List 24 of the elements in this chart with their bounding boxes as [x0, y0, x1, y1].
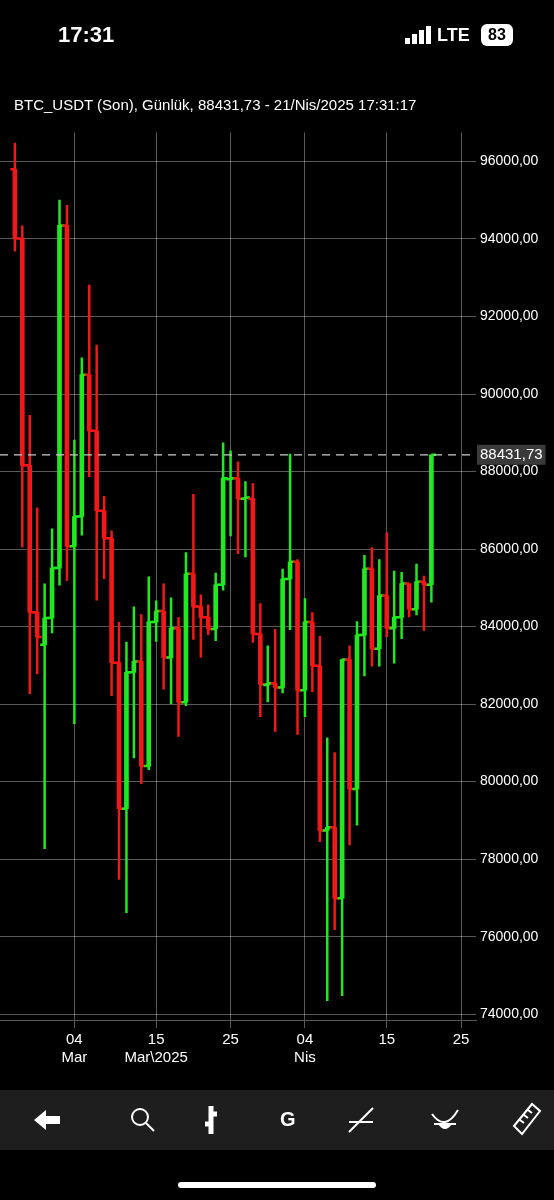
y-tick-label: 76000,00	[480, 927, 539, 944]
y-tick-label: 84000,00	[480, 617, 539, 634]
y-tick-label: 88000,00	[480, 462, 539, 479]
y-tick-label: 78000,00	[480, 850, 539, 867]
x-tick-label: 04 Nis	[294, 1030, 316, 1066]
chart-title: BTC_USDT (Son), Günlük, 88431,73 - 21/Nis/2025 17:31:17	[14, 96, 417, 113]
ref-line-label: 88431,73	[480, 444, 543, 462]
text: LTE	[437, 25, 470, 46]
x-tick-label: 25	[452, 1030, 470, 1048]
y-tick-label: 80000,00	[480, 772, 539, 789]
y-tick-label: 96000,00	[480, 152, 539, 169]
battery-icon: 83	[481, 24, 513, 46]
y-tick-label: 90000,00	[480, 384, 539, 401]
x-tick-label: 25	[222, 1030, 239, 1048]
y-tick-label: 94000,00	[480, 229, 539, 246]
y-tick-label: 86000,00	[480, 539, 539, 556]
x-tick-label: 04 Mar	[61, 1030, 88, 1066]
y-tick-label: 92000,00	[480, 307, 539, 324]
text: G	[280, 1108, 296, 1131]
x-tick-label: 15	[378, 1030, 396, 1048]
x-tick-label: 15 Mar\2025	[124, 1030, 188, 1066]
y-tick-label: 82000,00	[480, 694, 539, 711]
y-tick-label: 74000,00	[480, 1005, 539, 1022]
text: 17:31	[58, 22, 115, 48]
